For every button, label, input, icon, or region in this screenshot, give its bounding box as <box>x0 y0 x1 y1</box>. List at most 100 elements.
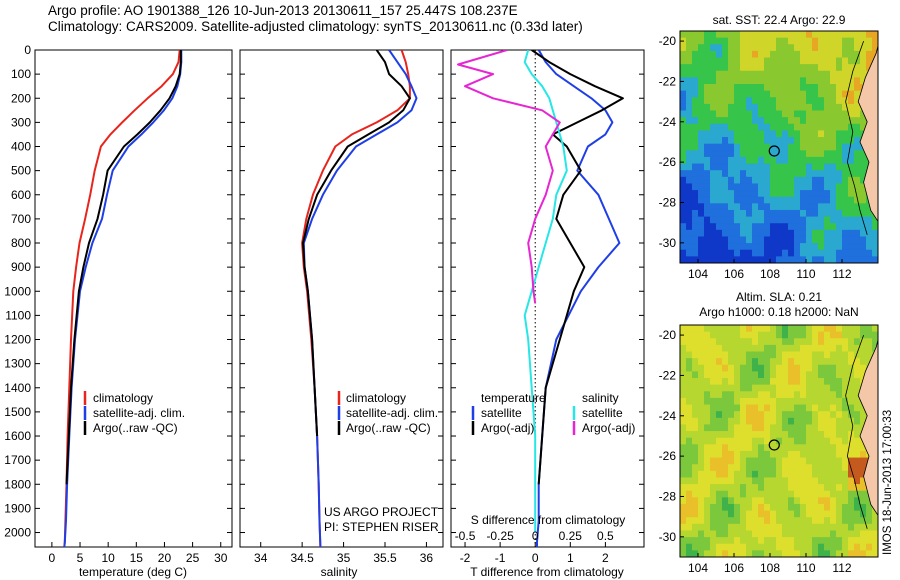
map-cell <box>686 550 693 557</box>
map-cell <box>704 338 711 346</box>
map-cell <box>842 110 849 118</box>
map-cell <box>776 143 783 151</box>
map-cell <box>758 196 765 204</box>
map-cell <box>704 44 711 52</box>
x-tick-label: 106 <box>724 561 744 575</box>
y-tick-label: 100 <box>11 67 31 81</box>
map-cell <box>782 90 789 98</box>
map-cell <box>740 97 747 105</box>
map-cell <box>848 163 855 171</box>
map-cell <box>836 417 843 426</box>
map-cell <box>848 183 855 191</box>
map-cell <box>704 97 711 105</box>
map-cell <box>812 123 819 132</box>
map-cell <box>734 209 741 218</box>
map-cell <box>866 249 873 257</box>
map-cell <box>794 31 801 39</box>
map-cell <box>728 470 735 479</box>
map-cell <box>716 424 723 432</box>
map-cell <box>758 364 765 372</box>
map-cell <box>764 325 771 333</box>
map-cell <box>686 417 693 426</box>
map-cell <box>716 249 723 257</box>
map-cell <box>860 523 867 532</box>
map-cell <box>722 37 729 45</box>
map-cell <box>704 243 711 251</box>
series-line-satellite <box>536 50 621 547</box>
series-line-satellite-adj-clim- <box>63 50 183 547</box>
map-cell <box>692 444 699 452</box>
map-cell <box>812 450 819 459</box>
map-cell <box>698 503 705 512</box>
map-cell <box>722 243 729 251</box>
map-cell <box>680 338 687 346</box>
map-cell <box>848 243 855 251</box>
map-cell <box>758 517 765 525</box>
map-cell <box>746 490 753 498</box>
map-cell <box>692 110 699 118</box>
map-cell <box>776 464 783 472</box>
difference-legend: temperature salinity satellite Argo(-adj… <box>471 391 635 435</box>
map-cell <box>794 84 801 92</box>
map-cell <box>806 550 813 557</box>
map-cell <box>716 325 723 333</box>
map-cell <box>770 530 777 538</box>
map-cell <box>860 209 867 218</box>
map-cell <box>782 209 789 218</box>
map-cell <box>728 163 735 171</box>
map-cell <box>752 364 759 372</box>
map-cell <box>722 424 729 432</box>
map-cell <box>752 223 759 231</box>
map-cell <box>860 537 867 545</box>
map-cell <box>842 123 849 132</box>
map-cell <box>758 117 765 125</box>
map-cell <box>794 209 801 218</box>
map-cell <box>836 209 843 218</box>
map-cell <box>734 84 741 92</box>
map-cell <box>728 97 735 105</box>
x-tick-label: 25 <box>186 551 200 565</box>
map-cell <box>704 503 711 512</box>
map-cell <box>746 203 753 211</box>
map-cell <box>764 411 771 419</box>
map-cell <box>740 256 747 263</box>
map-cell <box>746 249 753 257</box>
map-cell <box>764 431 771 439</box>
map-cell <box>854 344 861 353</box>
map-cell <box>764 37 771 45</box>
map-cell <box>860 176 867 185</box>
map-cell <box>740 64 747 72</box>
map-cell <box>698 325 705 333</box>
map-cell <box>740 457 747 465</box>
map-cell <box>704 384 711 392</box>
map-cell <box>776 457 783 465</box>
map-cell <box>872 256 878 263</box>
map-cell <box>764 117 771 125</box>
map-cell <box>740 537 747 545</box>
map-cell <box>698 110 705 118</box>
map-cell <box>836 130 843 138</box>
map-cell <box>680 176 687 185</box>
map-cell <box>728 384 735 392</box>
map-cell <box>776 57 783 65</box>
map-cell <box>764 397 771 406</box>
map-cell <box>680 90 687 98</box>
map-cell <box>854 397 861 406</box>
map-cell <box>830 351 837 359</box>
map-cell <box>860 44 867 52</box>
map-cell <box>770 130 777 138</box>
map-cell <box>854 196 861 204</box>
map-cell <box>686 203 693 211</box>
map-cell <box>698 170 705 178</box>
map-cell <box>716 90 723 98</box>
map-cell <box>728 103 735 112</box>
map-cell <box>842 183 849 191</box>
map-cell <box>752 391 759 399</box>
map-cell <box>722 550 729 557</box>
map-cell <box>704 497 711 505</box>
map-cell <box>758 44 765 52</box>
map-cell <box>758 411 765 419</box>
map-cell <box>824 477 831 485</box>
x-tick-label: -1 <box>495 551 506 565</box>
map-cell <box>770 497 777 505</box>
